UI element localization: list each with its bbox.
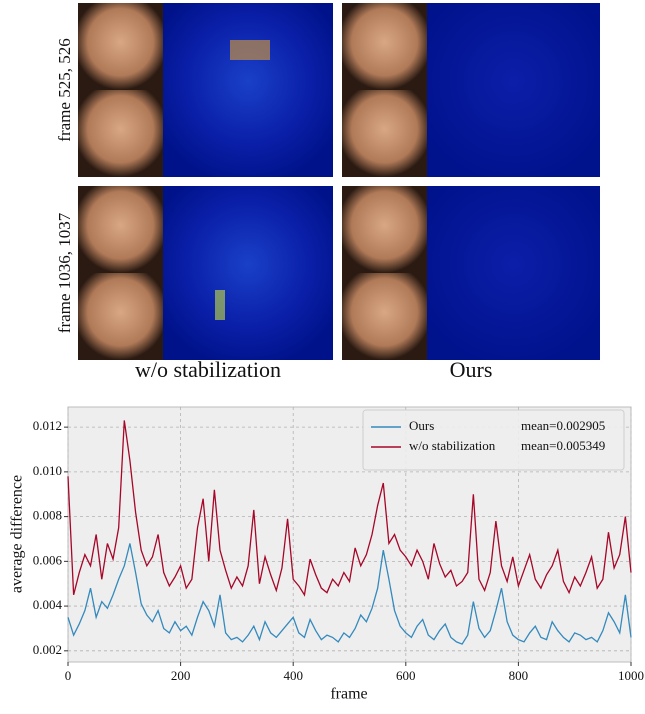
x-tick-label: 200 — [171, 668, 191, 683]
face-image — [342, 3, 427, 90]
face-image — [78, 90, 163, 177]
face-image — [342, 90, 427, 177]
column-label: w/o stabilization — [135, 357, 281, 382]
face-image — [342, 186, 427, 273]
heatmap-hotspot — [215, 290, 225, 320]
x-tick-label: 0 — [65, 668, 72, 683]
legend-annotation: mean=0.005349 — [521, 438, 605, 453]
heatmap — [163, 3, 333, 177]
y-tick-label: 0.004 — [33, 597, 63, 612]
heatmap — [163, 186, 333, 360]
heatmap — [427, 186, 600, 360]
row-label: frame 525, 526 — [55, 38, 74, 141]
heatmap-hotspot — [230, 40, 270, 60]
image-grid: frame 525, 526 frame 1036, 1037 w/o stab… — [55, 3, 600, 382]
legend-label: w/o stabilization — [409, 438, 496, 453]
x-tick-label: 400 — [283, 668, 303, 683]
x-tick-label: 1000 — [618, 668, 644, 683]
legend-box — [362, 409, 625, 471]
legend-annotation: mean=0.002905 — [521, 418, 605, 433]
y-axis-label: average difference — [9, 475, 26, 593]
face-image — [342, 273, 427, 360]
y-tick-label: 0.006 — [33, 552, 63, 567]
face-image — [78, 273, 163, 360]
data-line — [67, 420, 632, 597]
x-axis-label: frame — [330, 686, 367, 703]
column-label: Ours — [450, 357, 493, 382]
face-image — [78, 3, 163, 90]
legend-label: Ours — [409, 418, 434, 433]
face-image — [78, 186, 163, 273]
x-tick-label: 600 — [396, 668, 416, 683]
y-tick-label: 0.002 — [33, 642, 62, 657]
heatmap — [427, 3, 600, 177]
row-label: frame 1036, 1037 — [55, 212, 74, 333]
y-tick-label: 0.008 — [33, 508, 62, 523]
data-line — [67, 543, 632, 645]
y-tick-label: 0.012 — [33, 418, 62, 433]
x-tick-label: 800 — [509, 668, 529, 683]
y-tick-label: 0.010 — [33, 463, 62, 478]
